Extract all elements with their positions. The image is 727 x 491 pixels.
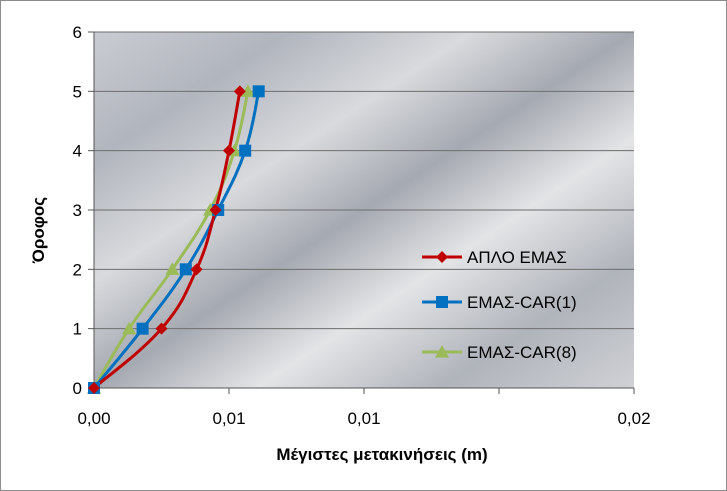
data-point [223, 144, 235, 157]
y-tick-label: 4 [73, 142, 82, 161]
y-tick-label: 3 [73, 201, 82, 220]
legend-item: ΑΠΛΟ ΕΜΑΣ [422, 248, 567, 267]
y-tick-label: 6 [73, 23, 82, 42]
legend-label: ΑΠΛΟ ΕΜΑΣ [467, 248, 567, 267]
y-tick-label: 0 [73, 379, 82, 398]
data-point [190, 263, 203, 276]
data-point [165, 262, 180, 275]
data-point [209, 204, 222, 216]
data-point [240, 84, 255, 97]
data-point [88, 382, 100, 394]
x-tick-label: 0,02 [617, 409, 650, 428]
legend-label: ΕΜΑΣ-CAR(8) [467, 343, 577, 362]
y-axis-title: Όροφος [29, 197, 48, 264]
data-point [233, 85, 246, 98]
data-point [155, 322, 168, 335]
data-point [179, 263, 192, 276]
y-tick-label: 5 [73, 82, 82, 101]
x-tick-label: 0,01 [212, 409, 245, 428]
x-tick-label: 0,01 [347, 409, 380, 428]
legend-item: ΕΜΑΣ-CAR(8) [422, 343, 577, 362]
legend-swatch-marker [435, 345, 449, 358]
legend-swatch-marker [436, 296, 448, 308]
legend-swatch-marker [436, 251, 448, 263]
x-axis-title: Μέγιστες μετακινήσεις (m) [276, 445, 487, 464]
x-tick-label: 0,00 [77, 409, 110, 428]
legend-label: ΕΜΑΣ-CAR(1) [467, 293, 577, 312]
y-tick-label: 1 [73, 320, 82, 339]
data-point [252, 85, 265, 98]
data-point [136, 322, 149, 335]
data-point [122, 321, 137, 335]
data-point [239, 144, 252, 157]
legend-item: ΕΜΑΣ-CAR(1) [422, 293, 577, 312]
y-tick-label: 2 [73, 260, 82, 279]
